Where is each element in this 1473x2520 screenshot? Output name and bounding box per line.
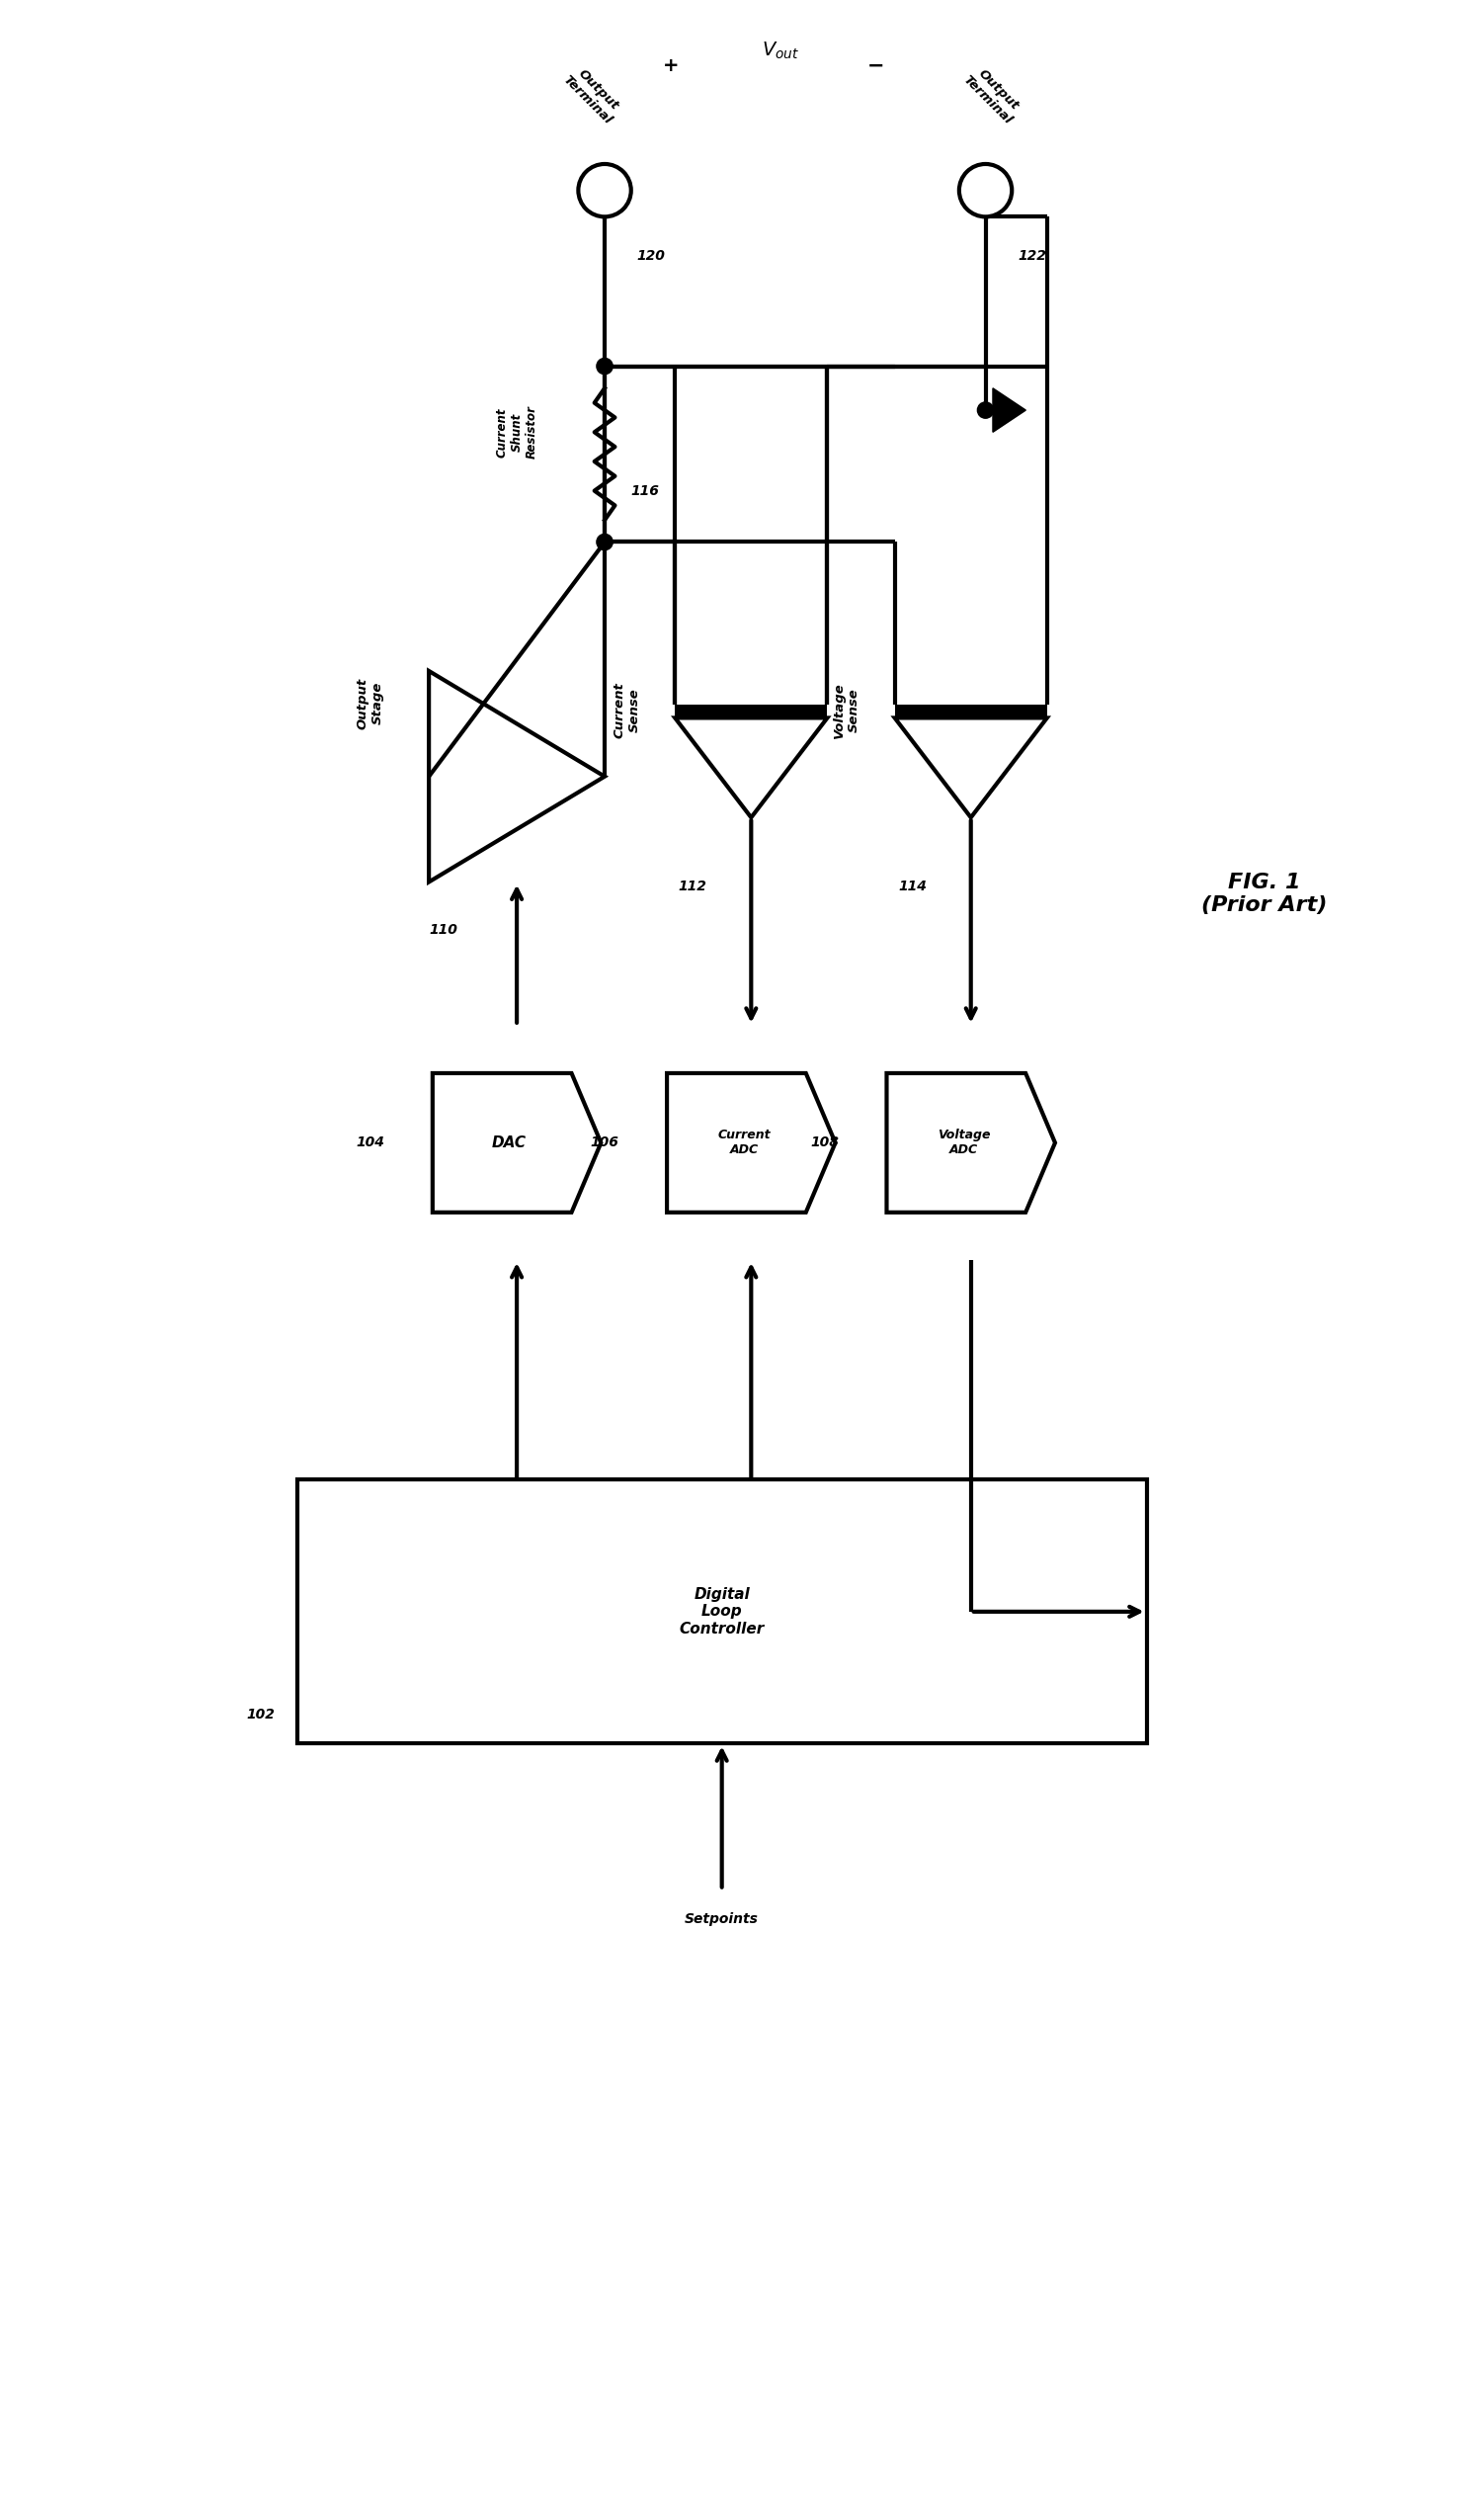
Text: 122: 122 bbox=[1018, 249, 1046, 262]
Circle shape bbox=[978, 403, 994, 418]
Circle shape bbox=[597, 358, 613, 375]
Text: 110: 110 bbox=[429, 922, 458, 937]
Text: 108: 108 bbox=[810, 1137, 838, 1149]
Text: Voltage
Sense: Voltage Sense bbox=[832, 683, 860, 738]
Text: Setpoints: Setpoints bbox=[685, 1913, 759, 1925]
Circle shape bbox=[597, 534, 613, 549]
Text: Output
Stage: Output Stage bbox=[356, 678, 384, 728]
Polygon shape bbox=[675, 706, 828, 718]
Text: 104: 104 bbox=[356, 1137, 384, 1149]
Text: 116: 116 bbox=[630, 484, 660, 496]
Text: Digital
Loop
Controller: Digital Loop Controller bbox=[679, 1588, 764, 1635]
Text: Output
Terminal: Output Terminal bbox=[960, 63, 1025, 126]
Text: 114: 114 bbox=[899, 879, 927, 892]
Text: FIG. 1
(Prior Art): FIG. 1 (Prior Art) bbox=[1200, 872, 1327, 915]
Text: +: + bbox=[663, 55, 679, 76]
Text: Current
Shunt
Resistor: Current Shunt Resistor bbox=[495, 406, 538, 459]
Text: DAC: DAC bbox=[492, 1137, 527, 1149]
Text: Output
Terminal: Output Terminal bbox=[561, 63, 625, 126]
Text: Current
ADC: Current ADC bbox=[717, 1129, 770, 1157]
Circle shape bbox=[579, 164, 630, 217]
Text: 120: 120 bbox=[636, 249, 666, 262]
Text: 106: 106 bbox=[591, 1137, 619, 1149]
Text: 112: 112 bbox=[678, 879, 707, 892]
Text: Current
Sense: Current Sense bbox=[613, 683, 641, 738]
Text: Voltage
ADC: Voltage ADC bbox=[937, 1129, 990, 1157]
Bar bbox=[298, 1479, 1146, 1744]
Polygon shape bbox=[993, 388, 1025, 431]
Text: 102: 102 bbox=[246, 1709, 275, 1721]
Circle shape bbox=[959, 164, 1012, 217]
Text: $\it{V}_{out}$: $\it{V}_{out}$ bbox=[762, 40, 800, 60]
Text: −: − bbox=[868, 55, 884, 76]
Polygon shape bbox=[894, 706, 1047, 718]
